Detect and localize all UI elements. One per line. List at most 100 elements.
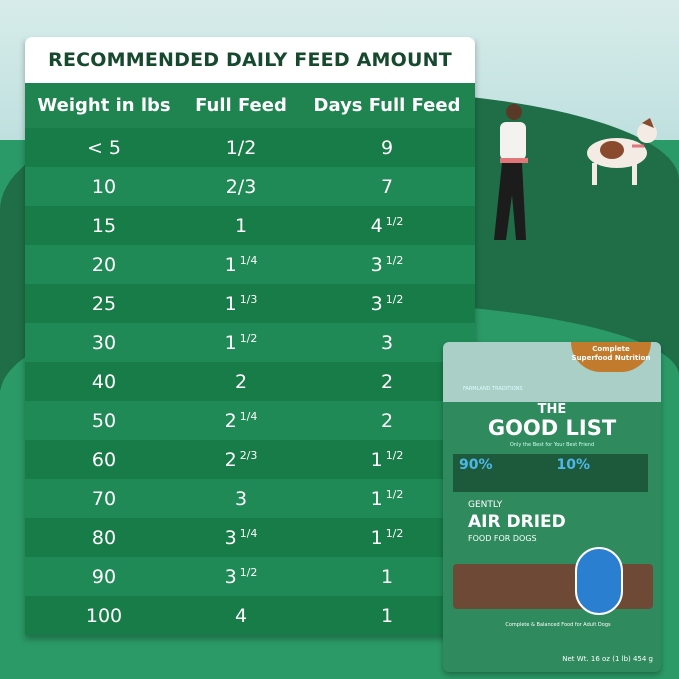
full-feed-cell-value: 2 xyxy=(224,448,237,471)
weight-cell: 50 xyxy=(25,410,183,432)
pct-superfood: 10% xyxy=(556,457,591,473)
full-feed-cell-fraction: 1/4 xyxy=(239,409,258,423)
days-cell: 1 1/2 xyxy=(299,527,475,549)
table-row: 60 2 2/3 1 1/2 xyxy=(25,440,475,479)
days-cell-value: 2 xyxy=(380,409,394,432)
full-feed-cell: 1 1/4 xyxy=(183,254,299,276)
weight-cell: 60 xyxy=(25,449,183,471)
column-header-weight: Weight in lbs xyxy=(37,95,171,116)
table-row: 100 4 1 xyxy=(25,596,475,635)
weight-cell-value: 80 xyxy=(91,526,117,549)
full-feed-cell: 3 1/4 xyxy=(183,527,299,549)
weight-cell-value: 10 xyxy=(91,175,117,198)
product-window xyxy=(453,564,653,609)
weight-cell-value: 90 xyxy=(91,565,117,588)
weight-cell: 100 xyxy=(25,605,183,627)
full-feed-cell-value: 2/3 xyxy=(225,175,257,198)
net-weight: Net Wt. 16 oz (1 lb) 454 g xyxy=(562,655,653,663)
weight-cell: 25 xyxy=(25,293,183,315)
brand-line1: THE xyxy=(537,402,567,417)
days-cell-value: 1 xyxy=(370,448,383,471)
person-walking-illustration xyxy=(494,104,528,240)
days-cell: 2 xyxy=(299,410,475,432)
full-feed-cell: 2 2/3 xyxy=(183,449,299,471)
days-cell: 1 1/2 xyxy=(299,488,475,510)
maker-logo: FARMLAND TRADITIONS xyxy=(463,386,523,392)
table-title: RECOMMENDED DAILY FEED AMOUNT xyxy=(25,37,475,83)
weight-cell-value: 15 xyxy=(91,214,117,237)
full-feed-cell-value: 1 xyxy=(224,292,237,315)
table-header: Weight in lbs Full Feed Days Full Feed xyxy=(25,83,475,128)
table-row: 50 2 1/4 2 xyxy=(25,401,475,440)
days-cell: 3 1/2 xyxy=(299,254,475,276)
weight-cell: 15 xyxy=(25,215,183,237)
feed-table: RECOMMENDED DAILY FEED AMOUNT Weight in … xyxy=(25,37,475,635)
table-row: 70 3 1 1/2 xyxy=(25,479,475,518)
full-feed-cell: 1/2 xyxy=(183,137,299,159)
full-feed-cell-value: 2 xyxy=(224,409,237,432)
ingredient-percentages: 90% 10% xyxy=(453,454,648,492)
weight-cell: 90 xyxy=(25,566,183,588)
table-row: 30 1 1/2 3 xyxy=(25,323,475,362)
days-cell: 1 xyxy=(299,566,475,588)
table-row: 40 2 2 xyxy=(25,362,475,401)
weight-cell: 10 xyxy=(25,176,183,198)
full-feed-cell: 2 1/4 xyxy=(183,410,299,432)
days-cell-value: 7 xyxy=(380,175,394,198)
full-feed-cell: 1 1/3 xyxy=(183,293,299,315)
full-feed-cell-fraction: 1/4 xyxy=(239,526,258,540)
days-cell-fraction: 1/2 xyxy=(385,214,404,228)
table-row: < 5 1/2 9 xyxy=(25,128,475,167)
days-cell: 7 xyxy=(299,176,475,198)
weight-cell: 80 xyxy=(25,527,183,549)
full-feed-cell-value: 4 xyxy=(234,604,248,627)
beef-recipe-seal xyxy=(575,547,623,615)
dog-illustration xyxy=(587,118,657,185)
weight-cell-value: 50 xyxy=(91,409,117,432)
table-row: 80 3 1/4 1 1/2 xyxy=(25,518,475,557)
table-row: 25 1 1/3 3 1/2 xyxy=(25,284,475,323)
full-feed-cell-value: 1 xyxy=(234,214,248,237)
weight-cell-value: 30 xyxy=(91,331,117,354)
days-cell: 9 xyxy=(299,137,475,159)
food-for-dogs-text: FOOD FOR DOGS xyxy=(468,534,537,543)
days-cell-fraction: 1/2 xyxy=(385,448,404,462)
full-feed-cell-value: 3 xyxy=(234,487,248,510)
air-dried-text: AIR DRIED xyxy=(468,512,566,532)
weight-cell-value: 25 xyxy=(91,292,117,315)
days-cell-fraction: 1/2 xyxy=(385,292,404,306)
brand-line2: GOOD LIST xyxy=(487,416,617,440)
days-cell: 2 xyxy=(299,371,475,393)
days-cell-fraction: 1/2 xyxy=(385,487,404,501)
full-feed-cell-fraction: 1/2 xyxy=(239,331,258,345)
days-cell: 4 1/2 xyxy=(299,215,475,237)
days-cell-fraction: 1/2 xyxy=(385,526,404,540)
tagline: Only the Best for Your Best Friend xyxy=(509,442,595,448)
table-row: 10 2/3 7 xyxy=(25,167,475,206)
brand-logo: THE GOOD LIST xyxy=(443,402,661,439)
weight-cell: 70 xyxy=(25,488,183,510)
weight-cell-value: < 5 xyxy=(86,136,122,159)
days-cell-value: 3 xyxy=(370,292,383,315)
days-cell-value: 3 xyxy=(370,253,383,276)
weight-cell-value: 40 xyxy=(91,370,117,393)
days-cell: 3 1/2 xyxy=(299,293,475,315)
days-cell-value: 3 xyxy=(380,331,394,354)
column-header-full-feed: Full Feed xyxy=(195,95,287,116)
full-feed-cell: 4 xyxy=(183,605,299,627)
weight-cell-value: 70 xyxy=(91,487,117,510)
full-feed-cell-fraction: 1/3 xyxy=(239,292,258,306)
days-cell-fraction: 1/2 xyxy=(385,253,404,267)
full-feed-cell-fraction: 1/4 xyxy=(239,253,258,267)
days-cell-value: 1 xyxy=(370,526,383,549)
days-cell-value: 9 xyxy=(380,136,394,159)
full-feed-cell-fraction: 2/3 xyxy=(239,448,258,462)
days-cell-value: 2 xyxy=(380,370,394,393)
full-feed-cell: 3 xyxy=(183,488,299,510)
days-cell: 1 xyxy=(299,605,475,627)
weight-cell-value: 60 xyxy=(91,448,117,471)
full-feed-cell-value: 1 xyxy=(224,331,237,354)
table-row: 90 3 1/2 1 xyxy=(25,557,475,596)
full-feed-cell-value: 3 xyxy=(224,565,237,588)
weight-cell-value: 100 xyxy=(85,604,123,627)
